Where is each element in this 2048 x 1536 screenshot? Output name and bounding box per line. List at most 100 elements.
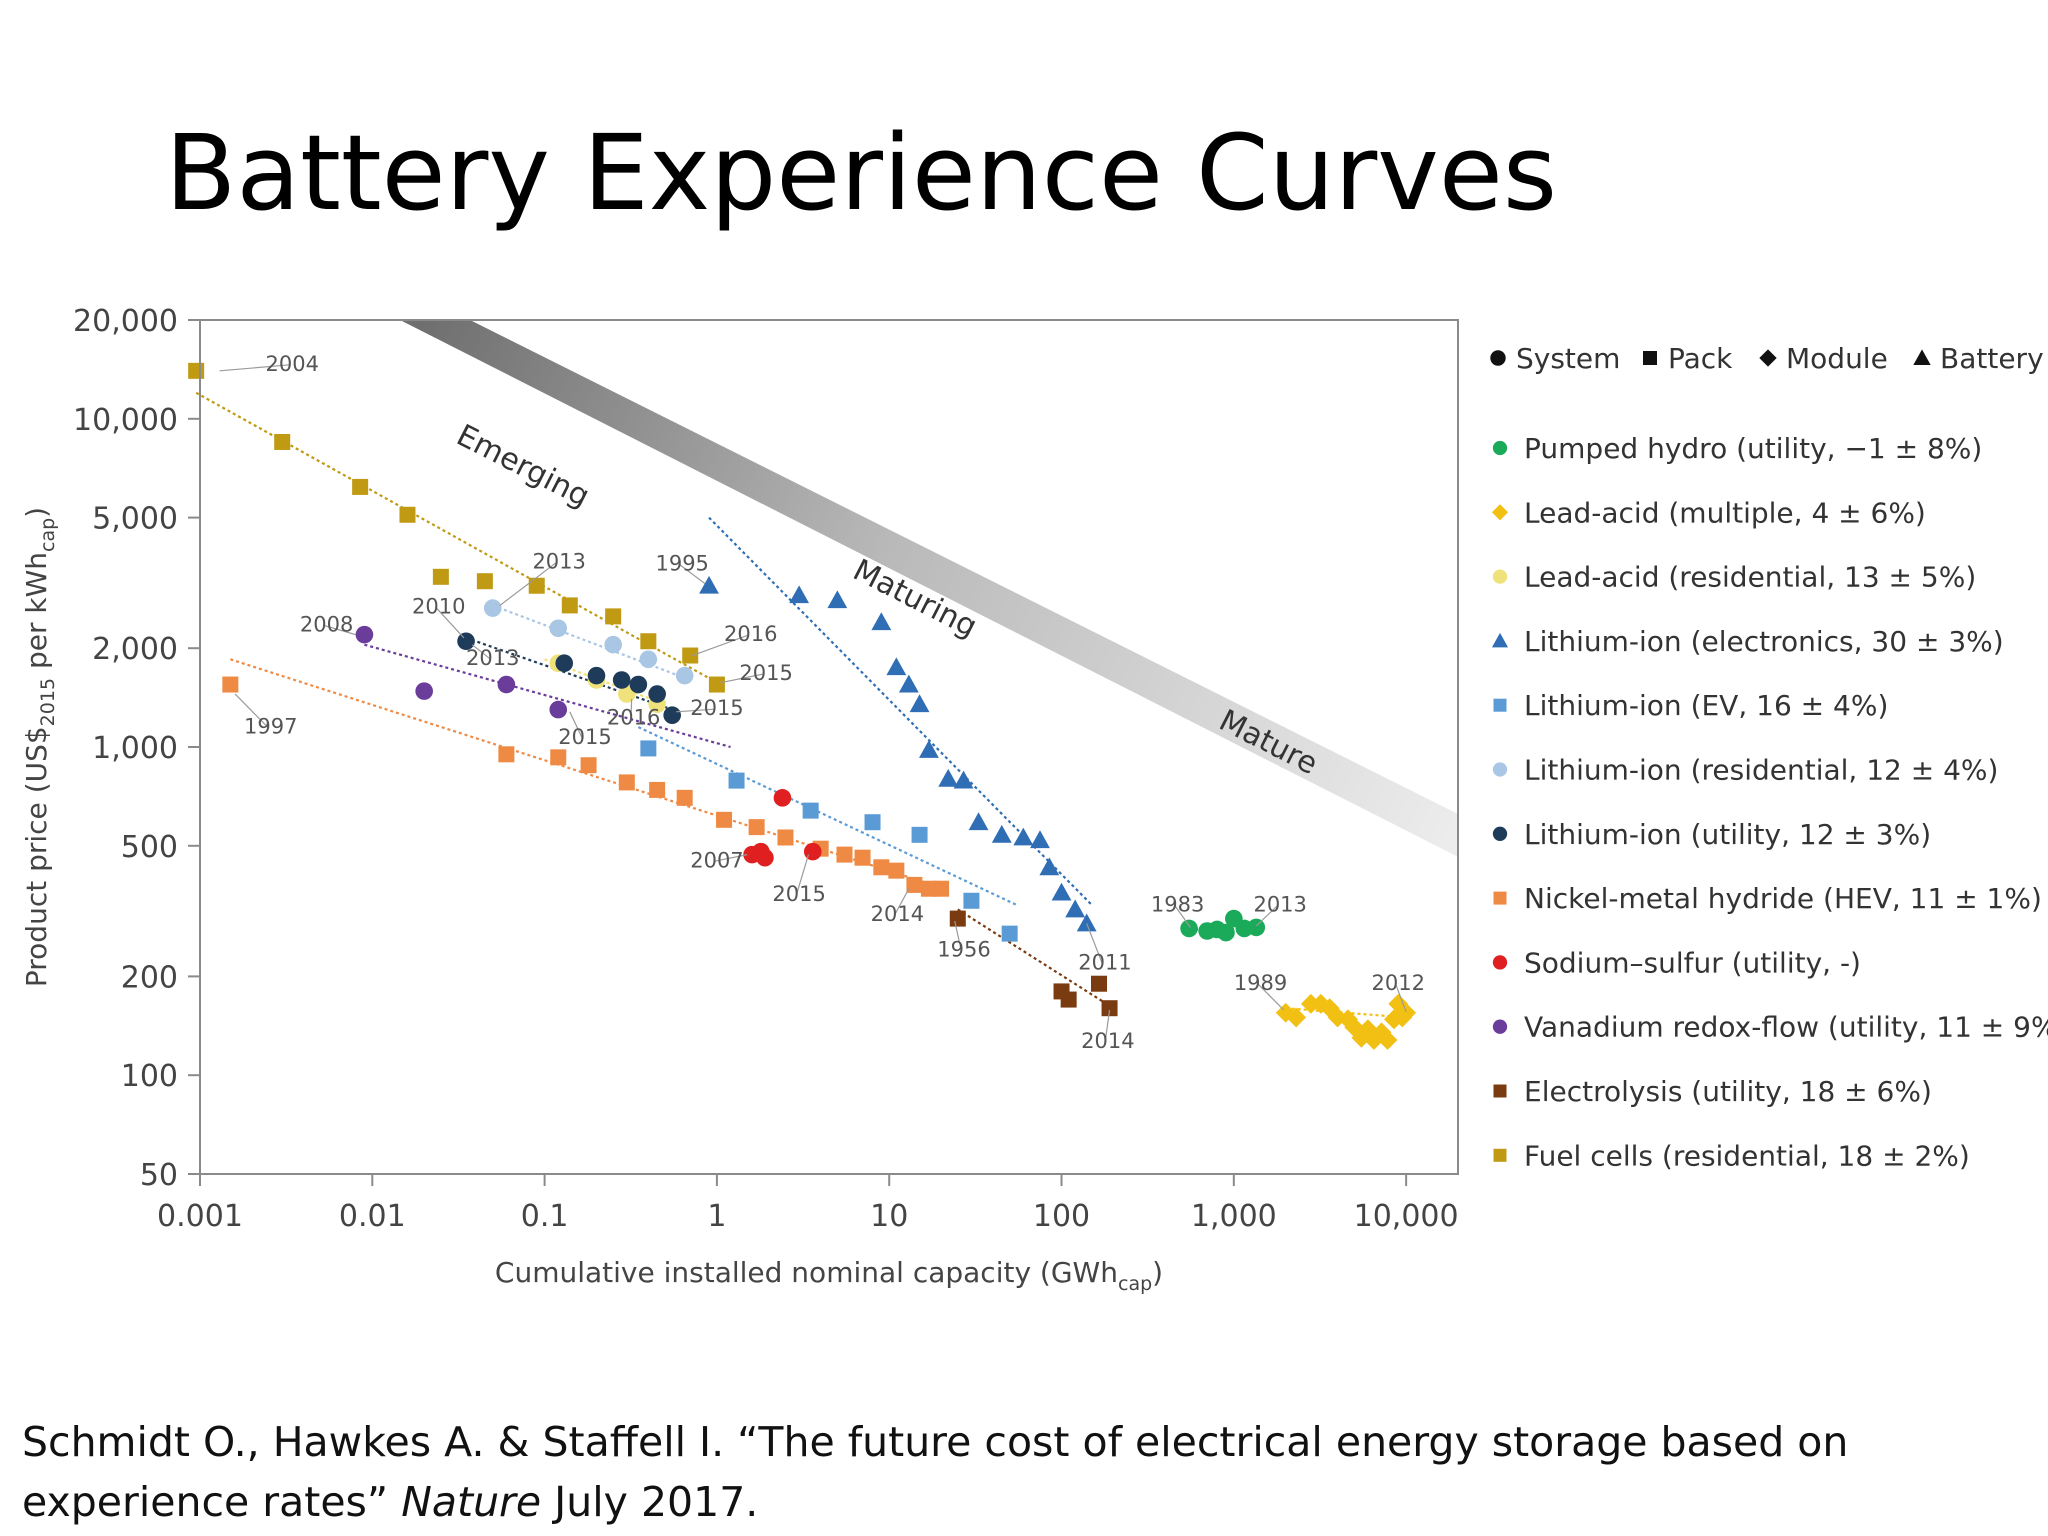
- citation-authors: Schmidt O., Hawkes A. & Staffell I. “The…: [22, 1418, 1849, 1526]
- annotation-21: 2012: [1372, 971, 1425, 995]
- annotation-6: 1995: [655, 551, 708, 575]
- data-point-0-0: [1180, 919, 1198, 938]
- y-tick-label-6: 5,000: [92, 502, 178, 537]
- legend-swatch-8: [1492, 955, 1508, 970]
- annotation-leader-3: [435, 607, 465, 639]
- y-tick-label-8: 20,000: [73, 304, 178, 339]
- data-point-1-1: [1286, 1007, 1307, 1028]
- data-point-5-4: [675, 666, 694, 685]
- data-points: [188, 362, 1417, 1050]
- legend-marker-label-3: Battery: [1940, 342, 2044, 375]
- legend-swatch-4: [1493, 698, 1507, 712]
- data-point-3-5: [898, 674, 919, 693]
- annotation-3: 2010: [412, 595, 465, 619]
- band-label-emerging: Emerging: [451, 418, 595, 515]
- data-point-7-17: [933, 880, 950, 897]
- data-point-0-3: [1217, 923, 1235, 942]
- data-point-7-4: [618, 774, 635, 791]
- data-point-3-6: [909, 694, 930, 713]
- annotation-leader-8: [720, 673, 764, 684]
- maturity-gradient-band: [400, 320, 1458, 857]
- x-tick-label-7: 10,000: [1354, 1199, 1459, 1234]
- data-point-7-7: [716, 811, 733, 828]
- data-point-7-5: [649, 781, 666, 798]
- legend-swatch-6: [1492, 826, 1508, 841]
- annotation-10: 2015: [690, 696, 743, 720]
- legend-item-7: Nickel-metal hydride (HEV, 11 ± 1%): [1524, 882, 2042, 915]
- trend-line-10: [957, 908, 1114, 1010]
- data-point-11-3: [399, 506, 416, 523]
- data-point-4-6: [1001, 925, 1018, 942]
- data-point-9-3: [549, 700, 568, 719]
- data-point-7-15: [906, 876, 923, 893]
- legend-swatch-3: [1491, 632, 1509, 648]
- data-point-1-10: [1363, 1030, 1384, 1050]
- y-tick-label-1: 100: [121, 1059, 178, 1094]
- data-point-7-3: [580, 757, 597, 774]
- data-point-11-11: [708, 676, 725, 693]
- trend-line-4: [637, 726, 1018, 907]
- legend-item-4: Lithium-ion (EV, 16 ± 4%): [1524, 689, 1888, 722]
- data-point-7-6: [676, 789, 693, 806]
- annotation-leader-20: [1257, 983, 1285, 1011]
- data-point-4-1: [728, 772, 745, 789]
- data-point-11-10: [682, 647, 699, 664]
- data-point-11-7: [561, 597, 578, 614]
- annotation-9: 2016: [607, 706, 660, 730]
- annotation-leader-21: [1394, 983, 1407, 1013]
- data-point-11-1: [274, 433, 291, 450]
- data-point-4-3: [864, 814, 881, 831]
- annotation-1: 1997: [244, 714, 297, 738]
- data-point-6-3: [612, 671, 631, 689]
- data-point-11-5: [476, 573, 493, 590]
- data-point-7-14: [888, 862, 905, 879]
- y-tick-label-2: 200: [121, 960, 178, 995]
- data-point-1-7: [1344, 1017, 1365, 1038]
- annotation-leader-15: [954, 920, 962, 951]
- citation-journal: Nature: [401, 1478, 542, 1526]
- data-point-4-4: [911, 826, 928, 843]
- data-point-3-17: [1076, 913, 1097, 932]
- data-point-1-6: [1338, 1009, 1358, 1030]
- x-tick-label-0: 0.001: [157, 1199, 243, 1234]
- data-point-11-9: [640, 633, 657, 650]
- data-point-3-4: [886, 657, 907, 676]
- data-point-10-2: [1060, 991, 1077, 1008]
- data-point-1-9: [1357, 1019, 1378, 1040]
- annotation-leader-4: [471, 644, 491, 660]
- data-point-9-2: [497, 675, 516, 694]
- y-tick-label-3: 500: [121, 830, 178, 865]
- data-point-3-13: [1030, 830, 1050, 849]
- legend-item-2: Lead-acid (residential, 13 ± 5%): [1524, 561, 1976, 594]
- annotation-leader-10: [676, 708, 715, 713]
- x-tick-label-4: 10: [870, 1199, 908, 1234]
- data-point-7-16: [920, 880, 937, 897]
- annotation-0: 2004: [266, 352, 319, 376]
- x-tick-label-1: 0.01: [339, 1199, 406, 1234]
- annotation-2: 2008: [300, 612, 353, 636]
- data-point-3-11: [991, 824, 1012, 843]
- data-point-5-1: [549, 619, 568, 638]
- x-tick-label-5: 100: [1033, 1199, 1090, 1234]
- data-point-3-15: [1051, 882, 1072, 901]
- maturity-band: [400, 320, 1458, 857]
- annotation-17: 2014: [1081, 1029, 1134, 1053]
- data-point-1-16: [1396, 1002, 1417, 1023]
- data-point-6-5: [648, 685, 666, 703]
- annotation-4: 2013: [466, 646, 519, 670]
- legend-marker-circle: [1490, 350, 1506, 366]
- legend-item-5: Lithium-ion (residential, 12 ± 4%): [1524, 754, 1998, 787]
- legend-swatch-7: [1493, 891, 1507, 905]
- legend-marker-label-2: Module: [1786, 342, 1888, 375]
- data-point-8-2: [756, 848, 774, 867]
- annotation-leader-2: [323, 624, 356, 636]
- data-point-8-4: [803, 842, 822, 861]
- band-label-mature: Mature: [1213, 703, 1323, 782]
- data-point-3-16: [1065, 899, 1086, 918]
- annotation-8: 2015: [739, 661, 792, 685]
- data-point-10-4: [1101, 1000, 1118, 1017]
- annotation-leader-0: [219, 364, 290, 372]
- legend: System Pack Module Battery Pumped hydro (uti…: [1490, 342, 2048, 1172]
- legend-marker-triangle: [1913, 349, 1931, 365]
- annotation-leader-1: [234, 693, 269, 728]
